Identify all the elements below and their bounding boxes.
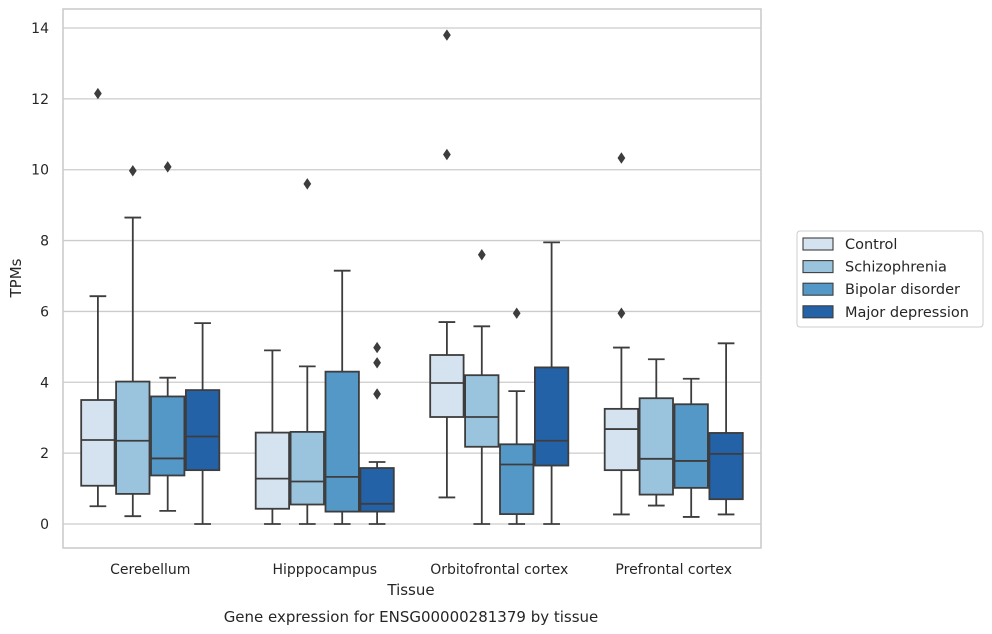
box-0-3 [184, 322, 221, 525]
box-1-3 [359, 341, 395, 525]
outlier-point [373, 341, 381, 354]
outlier-point [94, 87, 102, 100]
outlier-point [617, 152, 626, 164]
legend: Control Schizophrenia Bipolar disorder Majo… [796, 230, 984, 328]
box-3-0 [603, 152, 640, 516]
legend-swatch [802, 260, 834, 274]
outlier-point [477, 249, 486, 261]
box-iqr [673, 403, 709, 489]
box-iqr [638, 397, 674, 496]
box-3-3 [708, 342, 744, 516]
legend-swatch [802, 237, 834, 251]
y-tick-label: 2 [40, 446, 49, 462]
box-iqr [603, 407, 640, 472]
box-2-3 [534, 241, 570, 525]
box-0-2 [150, 161, 186, 512]
box-iqr [429, 354, 465, 418]
legend-swatch [802, 305, 834, 319]
box-2-2 [499, 307, 535, 525]
outlier-point [163, 161, 172, 173]
box-iqr [499, 443, 535, 515]
box-1-0 [254, 349, 290, 525]
y-tick-label: 6 [40, 304, 49, 320]
box-iqr [184, 389, 221, 472]
x-tick-label: Hipppocampus [272, 562, 377, 578]
box-iqr [534, 366, 570, 467]
y-tick-label: 14 [31, 21, 49, 37]
figure-caption: Gene expression for ENSG00000281379 by t… [224, 608, 599, 626]
outlier-point [512, 307, 521, 319]
outlier-point [373, 357, 381, 369]
y-tick-label: 10 [31, 163, 49, 179]
box-iqr [115, 380, 151, 495]
outlier-point [128, 165, 137, 177]
legend-label: Schizophrenia [845, 260, 947, 276]
x-tick-labels: Cerebellum Hipppocampus Orbitofrontal cort… [110, 562, 732, 578]
box-2-1 [464, 249, 500, 525]
box-1-2 [324, 269, 360, 525]
box-iqr [150, 395, 186, 477]
y-axis-label: TPMs [7, 258, 25, 298]
legend-label: Major depression [845, 305, 969, 321]
x-axis-label: Tissue [386, 581, 434, 599]
box-iqr [254, 431, 290, 510]
box-1-1 [289, 178, 325, 525]
boxes-layer [80, 29, 744, 525]
legend-frame [796, 230, 984, 328]
box-3-2 [673, 377, 709, 518]
outlier-point [303, 178, 312, 190]
x-tick-label: Prefrontal cortex [615, 562, 732, 578]
x-tick-label: Cerebellum [110, 562, 190, 578]
box-0-1 [115, 165, 151, 518]
legend-label: Bipolar disorder [845, 282, 960, 298]
y-tick-label: 0 [40, 517, 49, 533]
plot-frame [62, 8, 762, 549]
box-iqr [708, 432, 744, 501]
outlier-point [617, 307, 626, 319]
box-3-1 [638, 358, 674, 507]
y-tick-label: 4 [40, 375, 49, 391]
box-iqr [324, 370, 360, 513]
y-tick-label: 8 [40, 234, 49, 250]
outlier-point [443, 148, 451, 161]
box-0-0 [80, 87, 116, 508]
y-tick-labels: 0 2 4 6 8 10 12 14 [31, 21, 49, 533]
outlier-point [443, 29, 451, 41]
box-iqr [359, 467, 395, 513]
box-iqr [80, 399, 116, 487]
legend-swatch [802, 282, 834, 296]
y-tick-label: 12 [31, 92, 49, 108]
legend-label: Control [845, 237, 897, 253]
box-iqr [464, 374, 500, 448]
box-2-0 [429, 29, 465, 499]
box-iqr [289, 430, 325, 506]
outlier-point [373, 388, 381, 400]
x-tick-label: Orbitofrontal cortex [430, 562, 568, 578]
